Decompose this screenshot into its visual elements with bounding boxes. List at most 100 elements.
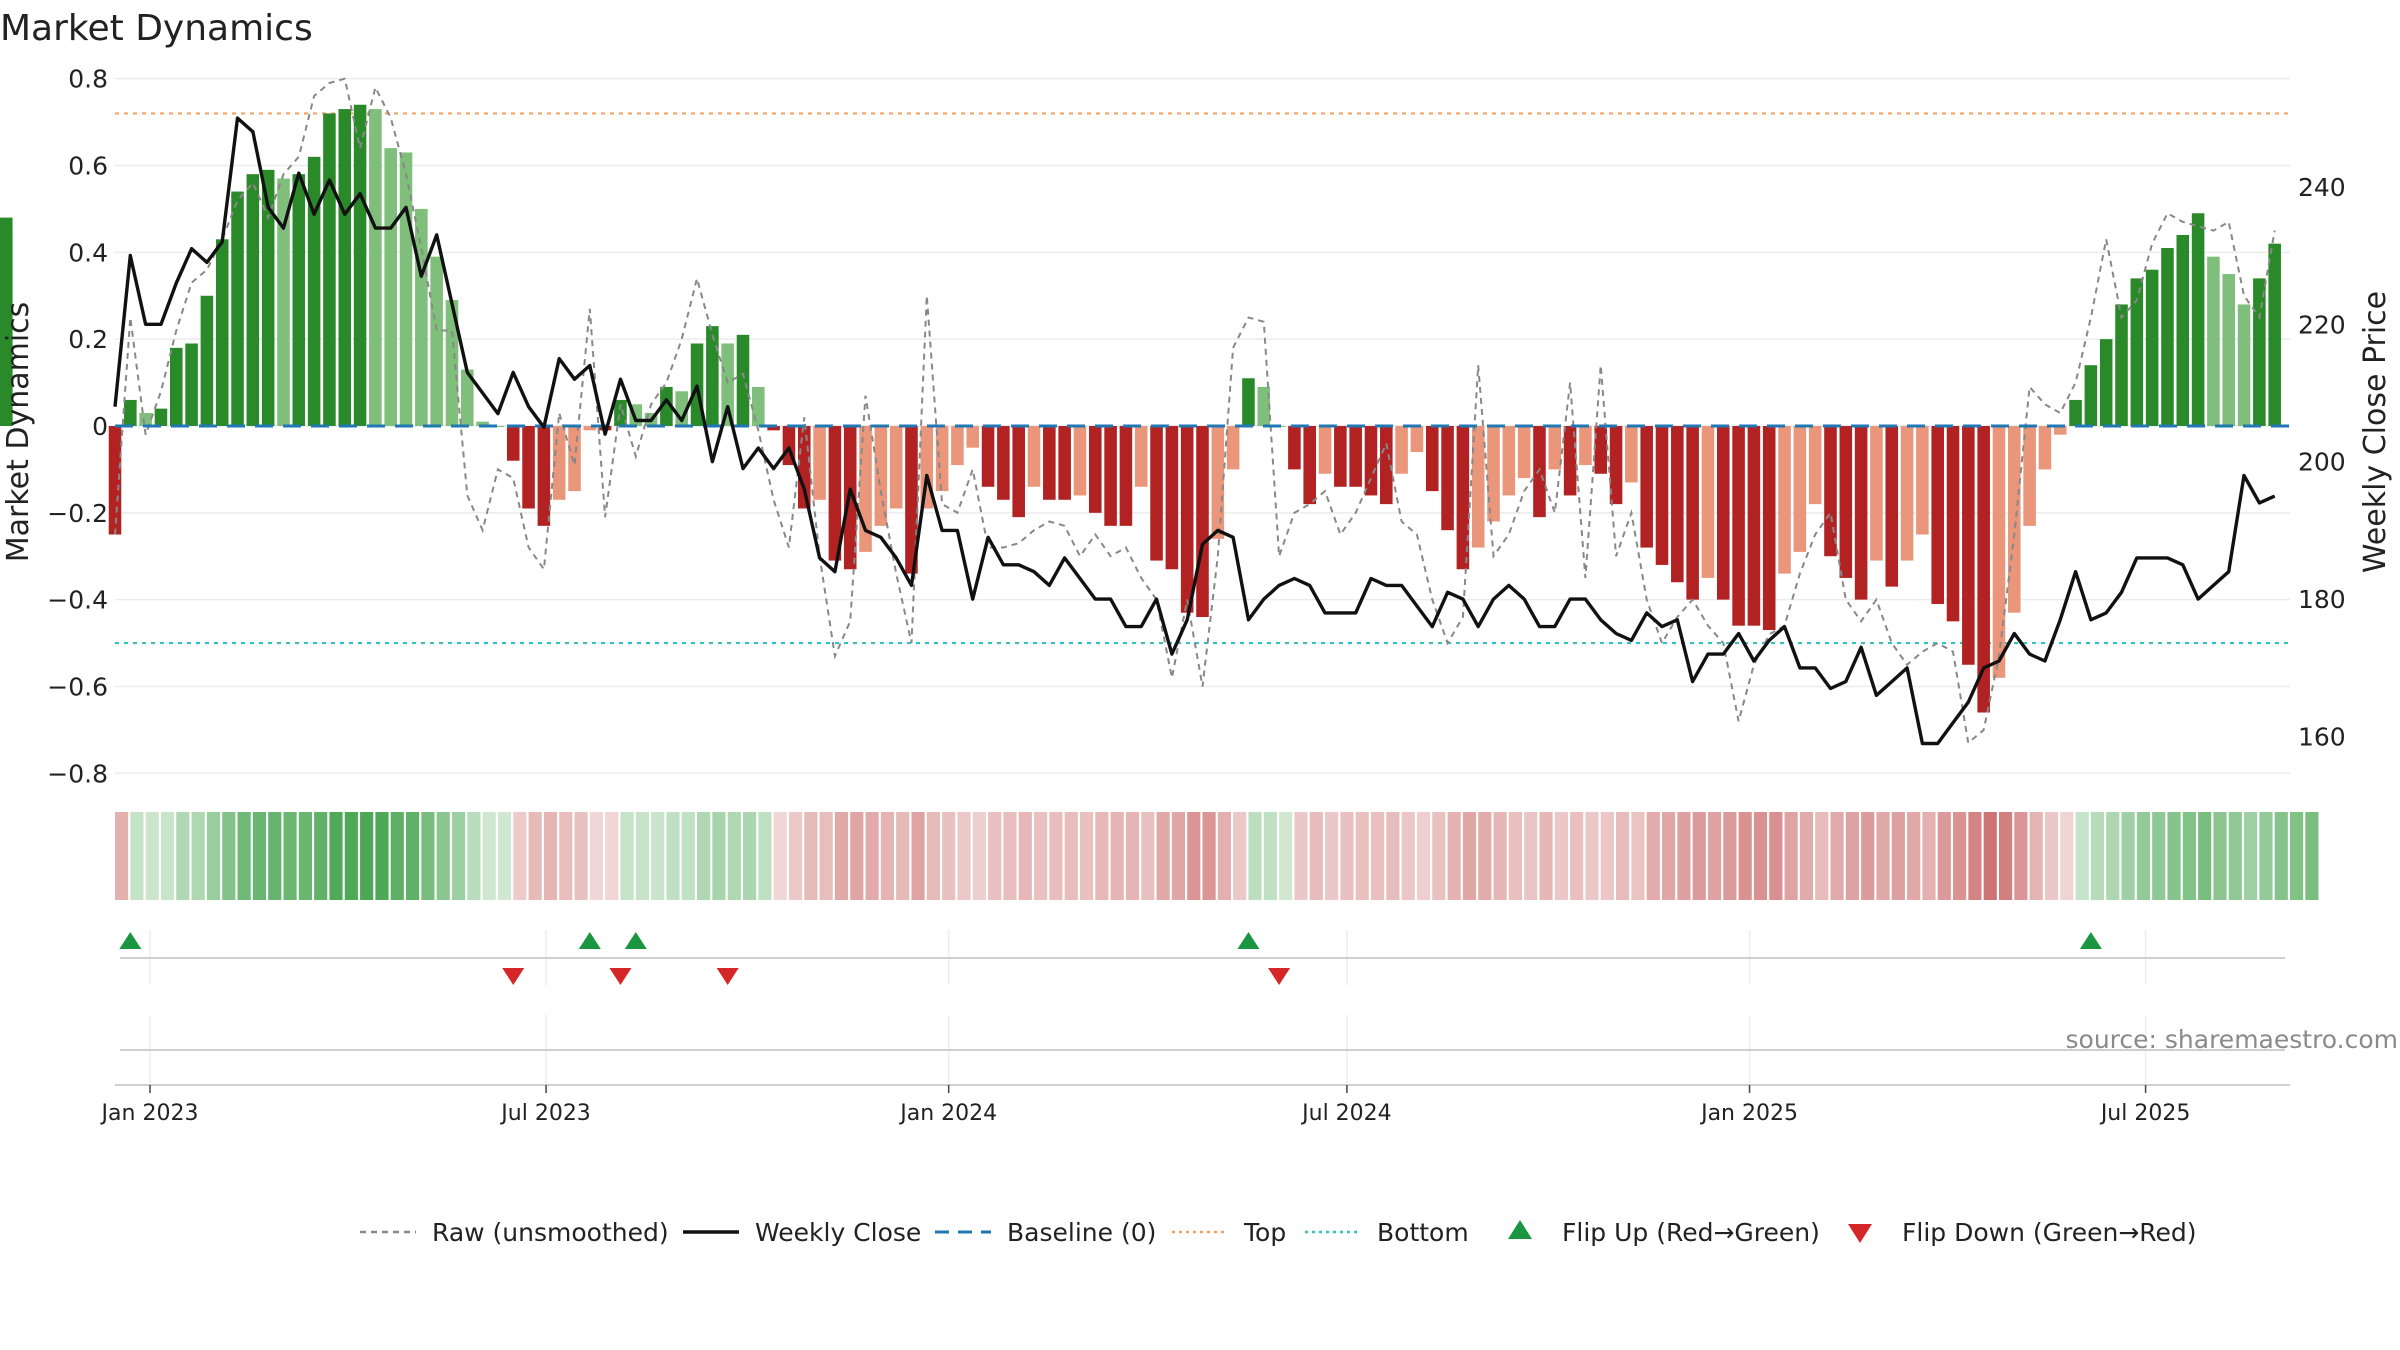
- dynamics-bar: [935, 425, 949, 492]
- heat-cell: [2152, 812, 2166, 900]
- heat-cell: [742, 812, 757, 900]
- dynamics-bar: [1640, 425, 1653, 548]
- heat-cell: [1845, 812, 1859, 900]
- flip-down-marker: [502, 968, 525, 985]
- heat-cell: [880, 812, 895, 900]
- legend-swatch: [1508, 1220, 1532, 1239]
- dynamics-bar: [445, 300, 459, 426]
- dynamics-bar: [2038, 425, 2052, 470]
- dynamics-bar: [338, 109, 352, 426]
- dynamics-bar: [1824, 425, 1837, 557]
- heat-cell: [1493, 812, 1507, 900]
- dynamics-bar: [1900, 425, 1914, 561]
- dynamics-bar: [1992, 425, 2006, 678]
- dynamics-bar: [1089, 425, 1102, 513]
- heat-cell: [176, 812, 190, 900]
- raw-series-line: [114, 77, 2276, 745]
- dynamics-bar: [1686, 425, 1699, 600]
- heat-cell: [1891, 812, 1905, 900]
- dynamics-bar: [1548, 425, 1562, 470]
- dynamics-bar: [1334, 425, 1347, 487]
- heat-cell: [819, 812, 833, 900]
- heat-cell: [1631, 812, 1645, 900]
- dynamics-bar: [1854, 425, 1868, 600]
- heat-cell: [2075, 812, 2089, 900]
- dynamics-bar: [905, 425, 918, 574]
- dynamics-bar: [200, 295, 214, 426]
- heat-cell: [1616, 812, 1630, 900]
- heat-cell: [727, 812, 741, 900]
- heat-cell: [1462, 812, 1477, 900]
- dynamics-bar: [1012, 425, 1025, 518]
- heat-cell: [1370, 812, 1385, 900]
- dynamics-bar: [614, 399, 627, 426]
- heat-cell: [1769, 812, 1783, 900]
- heat-cell: [451, 812, 466, 900]
- left-tick-label: −0.6: [47, 672, 108, 701]
- dynamics-bar: [124, 399, 137, 426]
- heat-cell: [268, 812, 282, 900]
- right-axis-ticks: 240 220 200 180 160: [2298, 173, 2346, 752]
- flip-up-marker: [624, 932, 647, 949]
- heat-cell: [589, 812, 603, 900]
- heat-cell: [1279, 812, 1293, 900]
- dynamics-bar: [353, 104, 367, 426]
- heat-cell: [651, 812, 665, 900]
- dynamics-bar: [277, 178, 290, 426]
- heat-cell: [896, 812, 910, 900]
- left-tick-label: 0.2: [68, 325, 108, 354]
- heat-cell: [758, 812, 772, 900]
- heat-cell: [1233, 812, 1247, 900]
- heat-cell: [865, 812, 879, 900]
- right-tick-label: 180: [2298, 585, 2346, 614]
- heat-cell: [436, 812, 450, 900]
- heat-cell: [2290, 812, 2304, 900]
- heat-cell: [712, 812, 726, 900]
- dynamics-bar: [2145, 269, 2159, 426]
- heat-cell: [1034, 812, 1048, 900]
- heat-cell: [957, 812, 971, 900]
- reference-lines: [115, 112, 2290, 645]
- left-tick-label: −0.2: [47, 499, 108, 528]
- left-axis-label: Market Dynamics: [1, 302, 36, 563]
- heat-cell: [2060, 812, 2074, 900]
- flip-up-marker: [1237, 932, 1260, 949]
- heat-cell: [2029, 812, 2043, 900]
- dynamics-bar: [154, 408, 168, 426]
- heat-cell: [605, 812, 619, 900]
- heat-cell: [1585, 812, 1599, 900]
- dynamics-bar: [1027, 425, 1041, 487]
- dynamics-bar: [1977, 425, 1990, 713]
- heat-cell: [2136, 812, 2151, 900]
- dynamics-bar: [997, 425, 1010, 500]
- heat-cell: [1325, 812, 1339, 900]
- dynamics-bar: [1211, 425, 1225, 539]
- legend-label: Raw (unsmoothed): [432, 1218, 669, 1247]
- heat-cell: [1095, 812, 1109, 900]
- heat-cell: [1998, 812, 2013, 900]
- dynamics-bar: [169, 347, 183, 426]
- heat-cell: [115, 812, 129, 900]
- dynamics-bar: [323, 113, 336, 426]
- heat-cell: [620, 812, 634, 900]
- heat-cell: [1202, 812, 1216, 900]
- dynamics-bar: [1762, 425, 1776, 631]
- dynamics-bar: [2222, 274, 2236, 426]
- bottom-panel: [115, 1015, 2290, 1086]
- dynamics-bar: [1563, 425, 1577, 496]
- legend-label: Flip Up (Red→Green): [1562, 1218, 1820, 1247]
- dynamics-bar: [1349, 425, 1362, 487]
- heat-cell: [421, 812, 435, 900]
- heat-cell: [1049, 812, 1063, 900]
- heat-cell: [1539, 812, 1553, 900]
- dynamics-bar: [1625, 425, 1638, 483]
- heat-cell: [1079, 812, 1094, 900]
- x-tick-label: Jul 2023: [499, 1101, 591, 1126]
- dynamics-bar: [2115, 304, 2128, 426]
- series-lines: [113, 77, 2290, 746]
- dynamics-bar: [1778, 425, 1791, 574]
- dynamics-bar: [1471, 425, 1485, 548]
- dynamics-bar: [2023, 425, 2036, 526]
- right-tick-label: 160: [2298, 723, 2346, 752]
- dynamics-bar: [139, 412, 152, 426]
